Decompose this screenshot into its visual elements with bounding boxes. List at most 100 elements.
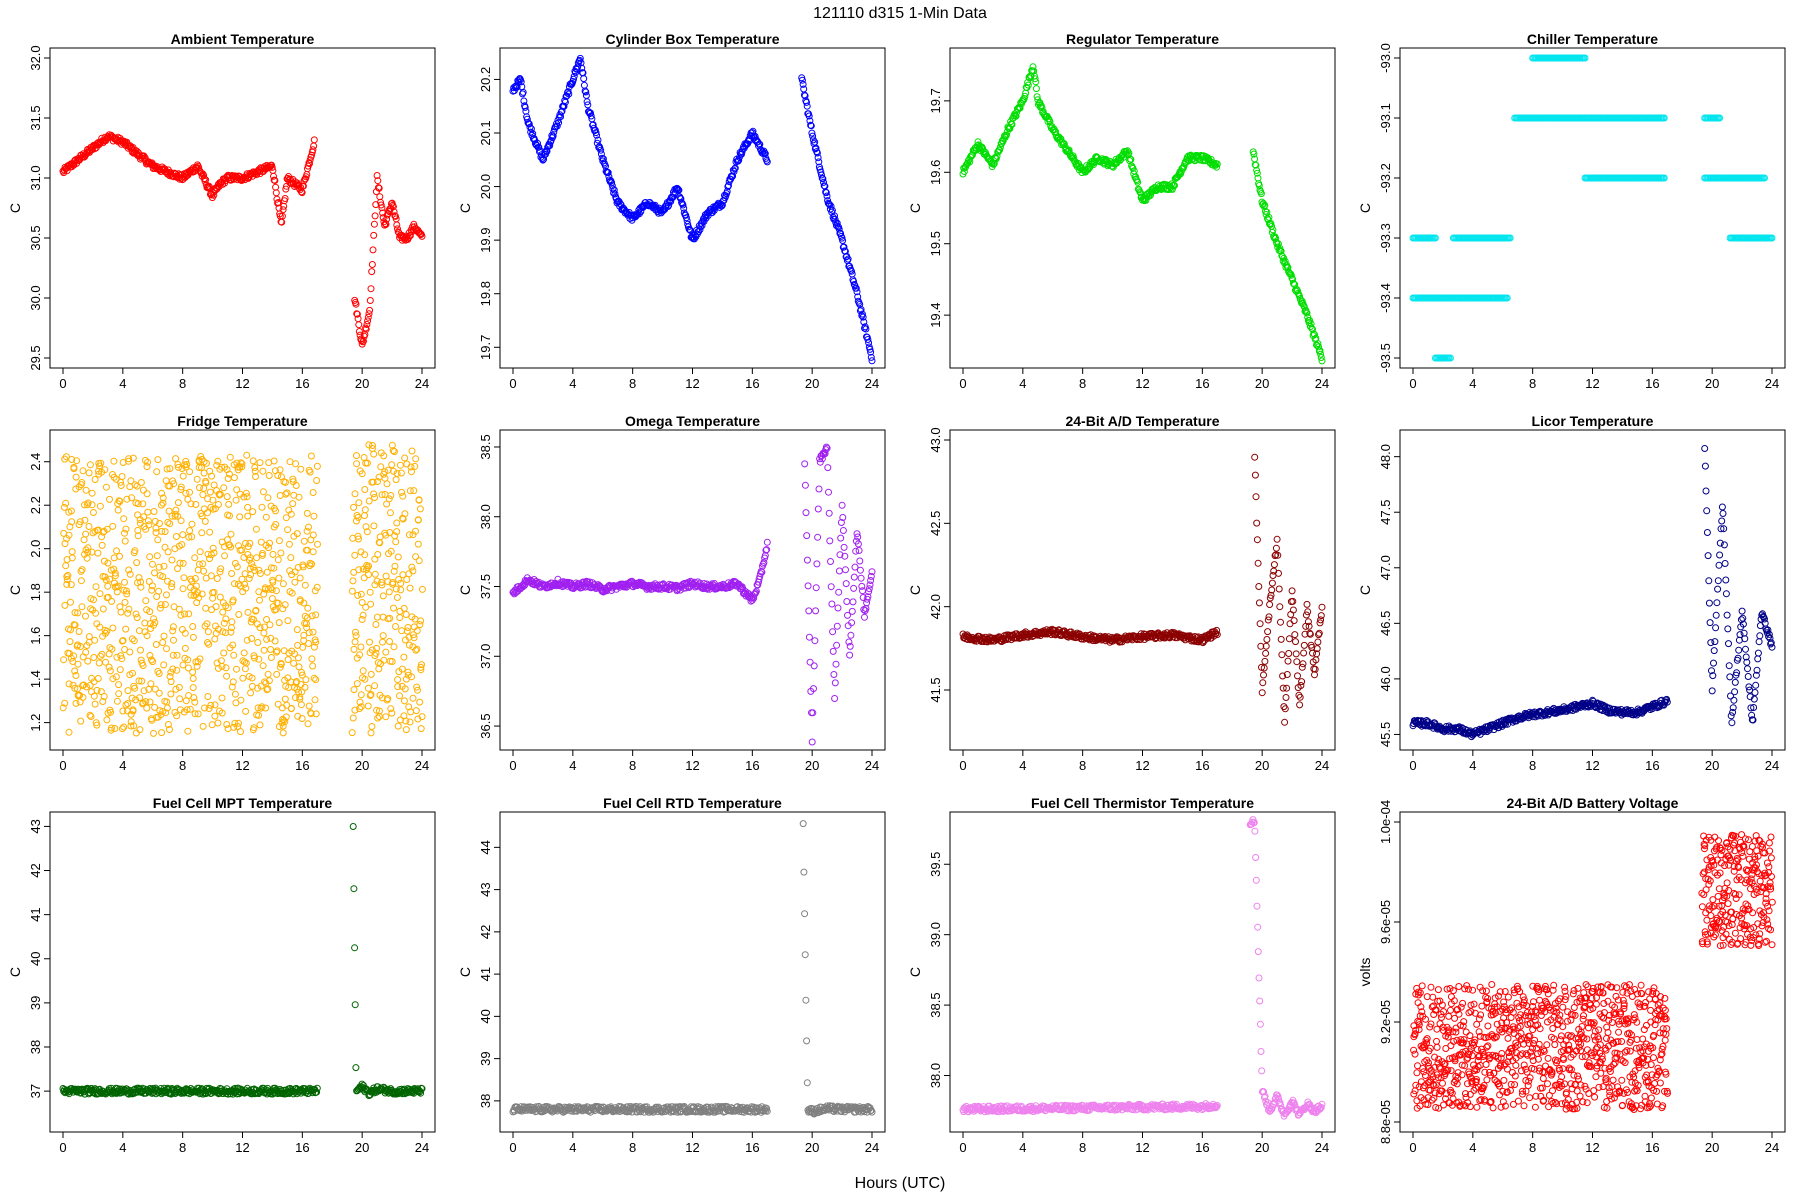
data-point: [309, 548, 317, 556]
data-point: [1251, 453, 1259, 461]
y-tick-label: 30.5: [28, 225, 43, 250]
data-point: [992, 154, 1000, 162]
data-point: [122, 525, 130, 533]
data-point: [417, 617, 425, 625]
y-tick-label: 19.7: [928, 88, 943, 113]
data-point: [60, 503, 68, 511]
data-point: [858, 310, 866, 318]
data-point: [62, 562, 70, 570]
data-point: [1032, 85, 1040, 93]
data-point: [106, 495, 113, 503]
y-tick-label: 20.2: [478, 67, 493, 92]
x-tick-label: 12: [1585, 758, 1599, 773]
data-point: [245, 575, 253, 582]
data-point: [355, 328, 363, 335]
data-point: [1289, 279, 1297, 287]
data-point: [1315, 343, 1323, 351]
data-point: [133, 614, 141, 622]
data-point: [1256, 620, 1264, 628]
data-point: [866, 345, 874, 353]
data-point: [1751, 689, 1759, 696]
data-point: [244, 608, 252, 616]
data-point: [185, 610, 193, 618]
data-point: [801, 92, 809, 100]
data-point: [1725, 640, 1732, 648]
plot-frame: [49, 429, 436, 751]
data-point: [371, 212, 379, 220]
data-point: [94, 549, 102, 557]
y-tick-label: 47.5: [1378, 500, 1393, 525]
data-point: [372, 621, 380, 628]
data-point: [400, 653, 408, 661]
data-point: [113, 547, 120, 555]
data-point: [1127, 155, 1135, 163]
data-point: [396, 614, 404, 622]
data-point: [1712, 624, 1720, 632]
x-tick-label: 4: [569, 758, 576, 773]
data-point: [555, 119, 563, 127]
x-tick-label: 12: [1135, 758, 1149, 773]
data-point: [388, 461, 396, 469]
data-point: [98, 541, 106, 549]
data-point: [1030, 67, 1038, 75]
data-point: [867, 348, 875, 356]
data-point: [115, 690, 123, 698]
data-point: [412, 707, 420, 715]
data-point: [124, 687, 132, 695]
data-point: [264, 670, 272, 678]
data-point: [1292, 638, 1299, 646]
data-point: [169, 623, 177, 631]
data-point: [212, 603, 220, 611]
x-tick-label: 4: [119, 1140, 126, 1155]
data-point: [136, 519, 144, 527]
data-point: [1262, 649, 1270, 657]
data-point: [153, 468, 161, 476]
data-point: [868, 357, 876, 365]
data-point: [67, 581, 75, 589]
data-point: [368, 261, 376, 268]
data-point: [256, 459, 264, 467]
data-point: [150, 615, 158, 623]
data-point: [210, 191, 218, 199]
data-point: [853, 288, 861, 296]
data-point: [310, 142, 318, 150]
data-point: [1707, 639, 1715, 647]
data-point: [1270, 561, 1278, 569]
data-point: [1262, 207, 1269, 215]
x-tick-label: 16: [1645, 758, 1659, 773]
y-tick-label: 41.5: [928, 677, 943, 702]
data-point: [96, 590, 104, 598]
data-point: [529, 130, 537, 138]
x-tick-label: 24: [415, 758, 429, 773]
data-point: [373, 613, 381, 621]
data-point: [78, 566, 86, 574]
x-tick-label: 8: [629, 376, 636, 391]
data-point: [224, 725, 232, 733]
data-point: [72, 473, 80, 481]
data-point: [62, 499, 70, 507]
data-point: [801, 460, 809, 468]
data-point: [350, 645, 358, 653]
data-point: [516, 75, 524, 82]
data-point: [696, 226, 704, 234]
data-point: [1276, 603, 1284, 611]
plot-frame: [949, 47, 1336, 369]
x-tick-label: 12: [1585, 376, 1599, 391]
data-point: [65, 680, 73, 688]
x-tick-label: 24: [865, 758, 879, 773]
data-point: [1258, 689, 1266, 697]
data-point: [1273, 535, 1281, 543]
data-point: [189, 623, 197, 630]
data-point: [1265, 213, 1273, 221]
data-point: [725, 182, 732, 189]
data-point: [852, 284, 860, 292]
data-point: [1257, 190, 1265, 198]
data-point: [1060, 139, 1068, 147]
data-point: [86, 461, 94, 469]
data-point: [354, 591, 362, 599]
data-point: [133, 559, 141, 567]
data-point: [1255, 583, 1263, 590]
x-tick-label: 0: [509, 758, 516, 773]
data-point: [1260, 671, 1267, 679]
data-point: [1701, 445, 1709, 452]
